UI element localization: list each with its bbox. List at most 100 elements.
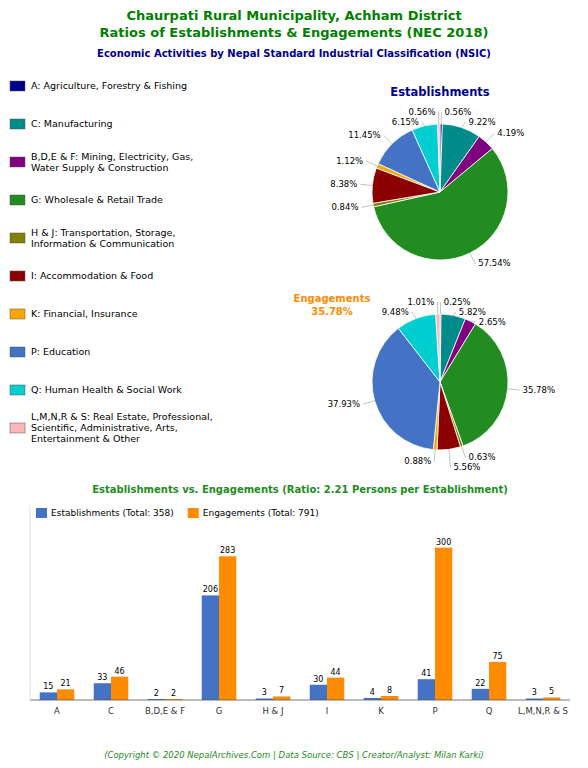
data-label: 5.56% — [453, 462, 480, 472]
subtitle: Economic Activities by Nepal Standard In… — [97, 48, 491, 59]
bar — [418, 679, 435, 700]
data-label: 57.54% — [478, 258, 510, 268]
leader-line — [438, 112, 439, 124]
text-line: Ratios of Establishments & Engagements (… — [100, 25, 489, 40]
leader-line — [437, 302, 438, 314]
pie-slice — [398, 314, 440, 382]
legend-label: K: Financial, Insurance — [31, 308, 138, 319]
bar — [57, 689, 74, 700]
leader-line — [462, 446, 466, 457]
data-label: 15 — [43, 682, 53, 691]
x-tick-label: L,M,N,R & S — [518, 706, 568, 716]
leader-line — [449, 449, 451, 467]
legend-label: B,D,E & F: Mining, Electricity, Gas,Wate… — [31, 150, 193, 172]
bar — [310, 685, 327, 700]
leader-line — [470, 253, 475, 264]
data-label: 1.01% — [407, 297, 434, 307]
leader-line — [508, 389, 520, 390]
bar — [40, 692, 57, 700]
pie-slice — [412, 124, 440, 192]
data-label: 3 — [532, 688, 537, 697]
leader-line — [486, 133, 494, 142]
legend-item: Engagements (Total: 791) — [188, 508, 319, 519]
bar — [94, 683, 111, 700]
data-label: 7 — [279, 686, 284, 695]
leader-line — [470, 321, 475, 323]
data-label: 2.65% — [479, 317, 506, 327]
x-tick-label: B,D,E & F — [145, 706, 185, 716]
legend-label: A: Agriculture, Forestry & Fishing — [31, 80, 187, 91]
data-label: 8 — [387, 686, 392, 695]
data-label: 33 — [97, 673, 107, 682]
data-label: 0.25% — [444, 297, 471, 307]
legend-label: L,M,N,R & S: Real Estate, Professional,S… — [31, 411, 213, 444]
bars — [40, 548, 561, 700]
data-label: 5 — [549, 687, 554, 696]
leader-line — [361, 205, 373, 207]
y-axis-line — [30, 505, 31, 700]
data-label: 0.88% — [404, 456, 431, 466]
legend-label: G: Wholesale & Retail Trade — [31, 194, 163, 205]
data-label: 21 — [61, 679, 71, 688]
bar — [111, 677, 128, 700]
bar — [327, 678, 344, 700]
leader-line — [360, 184, 372, 185]
data-label: 75 — [493, 652, 503, 661]
leader-line — [453, 312, 455, 315]
data-label: 41 — [421, 669, 431, 678]
data-label: 9.22% — [469, 117, 496, 127]
leader-line — [434, 450, 436, 462]
legend-swatch — [10, 157, 25, 167]
bar — [202, 595, 219, 700]
bar — [435, 548, 452, 700]
leader-line — [441, 112, 442, 124]
text-line: Water Supply & Construction — [31, 161, 168, 172]
data-label: 4.19% — [497, 128, 524, 138]
title: Chaurpati Rural Municipality, Achham Dis… — [100, 8, 489, 40]
data-label: 3 — [262, 688, 267, 697]
pie: 0.56%9.22%4.19%57.54%0.84%8.38%1.12%11.4… — [330, 107, 524, 269]
leader-line — [366, 161, 377, 166]
data-label: 1.12% — [336, 156, 363, 166]
data-label: 5.82% — [459, 307, 486, 317]
data-label: 283 — [220, 546, 235, 555]
leader-line — [440, 302, 441, 314]
data-label: 6.15% — [392, 117, 419, 127]
x-tick-label: P — [432, 706, 437, 716]
legend-item: Establishments (Total: 358) — [36, 508, 174, 519]
x-tick-label: C — [108, 706, 114, 716]
pie-slice — [438, 124, 440, 192]
leader-line — [462, 122, 466, 128]
chart-root: Chaurpati Rural Municipality, Achham Dis… — [0, 0, 588, 768]
legend-swatch — [10, 81, 25, 91]
legend-swatch — [10, 233, 25, 243]
footnote: (Copyright © 2020 NepalArchives.Com | Da… — [104, 750, 484, 760]
x-tick-label: H & J — [263, 706, 284, 716]
x-tick-label: Q — [486, 706, 493, 716]
legend-swatch — [10, 271, 25, 281]
data-label: 46 — [115, 667, 125, 676]
legend: A: Agriculture, Forestry & FishingC: Man… — [10, 80, 213, 444]
bar — [273, 696, 290, 700]
leader-line — [384, 135, 392, 144]
legend-label: P: Education — [31, 346, 90, 357]
pie: 0.25%5.82%2.65% 35.78% 0.63%5.56% 0.88% 37.9… — [328, 297, 555, 473]
legend-swatch — [10, 423, 25, 433]
text-line: Chaurpati Rural Municipality, Achham Dis… — [126, 8, 461, 23]
data-label: 2 — [171, 689, 176, 698]
data-label: 0.56% — [409, 107, 436, 117]
leader-line — [412, 312, 416, 318]
bar-title: Establishments vs. Engagements (Ratio: 2… — [92, 484, 508, 495]
data-label: 0.63% — [469, 452, 496, 462]
legend-swatch — [36, 508, 47, 518]
text-line: Entertainment & Other — [31, 433, 140, 444]
data-label: 0.84% — [331, 202, 358, 212]
pie-title: Establishments — [390, 85, 490, 99]
text-line: B,D,E & F: Mining, Electricity, Gas, — [31, 150, 193, 161]
data-label: 37.93% — [328, 399, 360, 409]
data-label: 206 — [203, 585, 218, 594]
data-label: 30 — [313, 675, 323, 684]
bar — [489, 662, 506, 700]
data-label: 22 — [475, 679, 485, 688]
data-label: 35.78% — [523, 385, 555, 395]
